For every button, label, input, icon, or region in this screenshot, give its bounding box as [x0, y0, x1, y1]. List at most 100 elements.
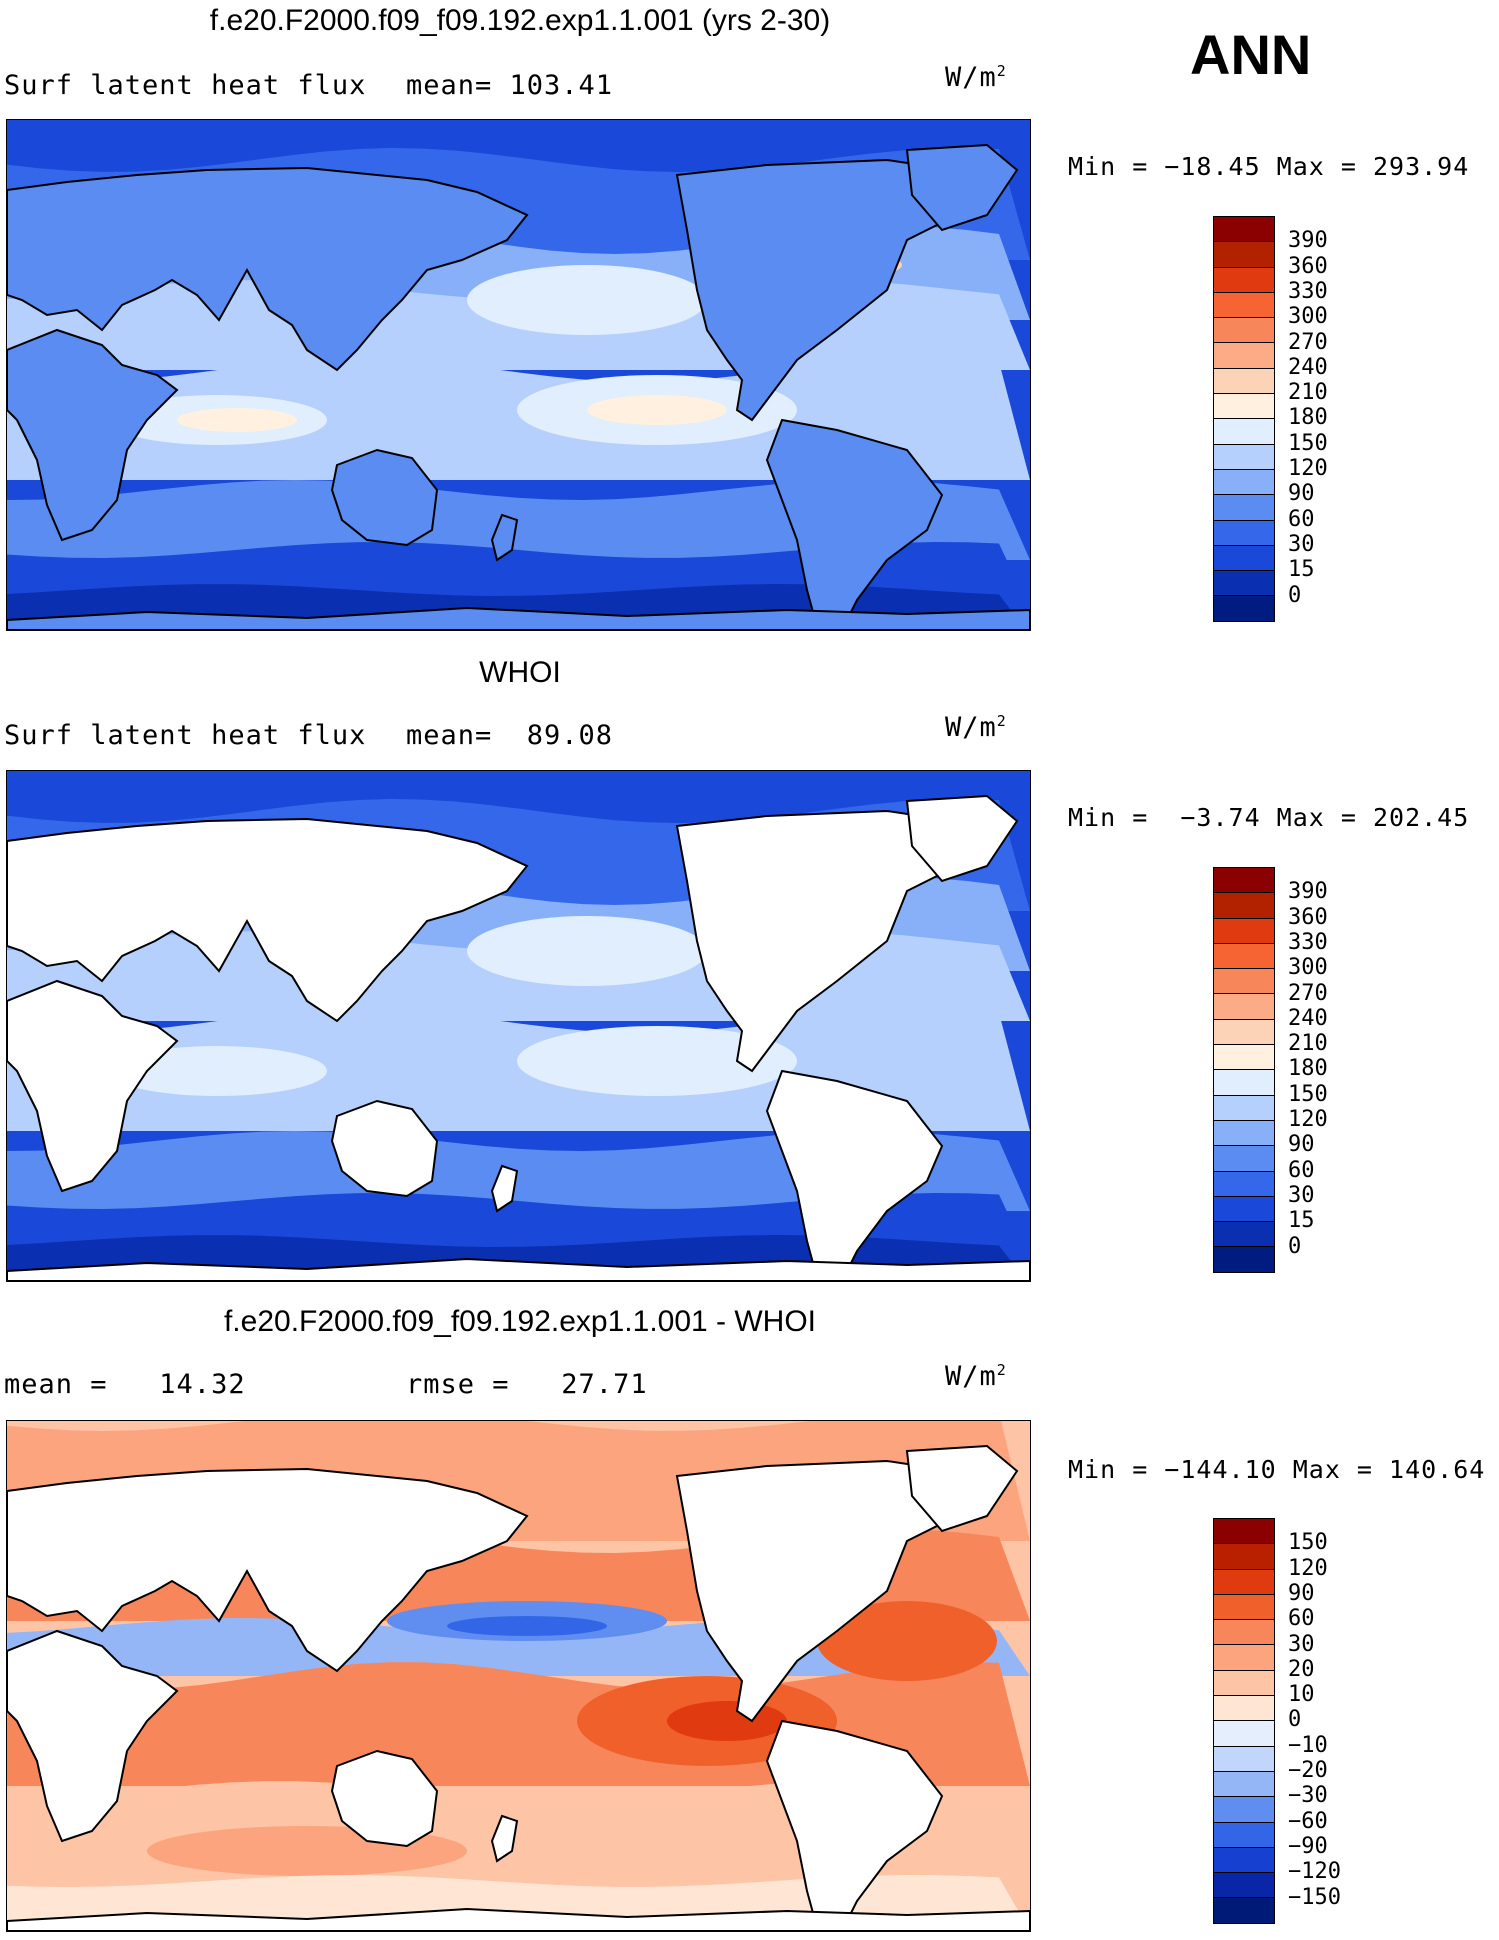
colorbar-tick-label: 300	[1288, 955, 1328, 981]
panel-3-diff-mean: mean = 14.32	[4, 1369, 246, 1400]
panel-1-mean: mean= 103.41	[406, 70, 614, 101]
coastline-australia	[330, 1099, 439, 1198]
coastline-greenland	[905, 1444, 1019, 1533]
colorbar-tick-label: 300	[1288, 304, 1328, 330]
panel-2-minmax: Min = −3.74 Max = 202.45	[1068, 803, 1470, 832]
colorbar-swatch	[1214, 1146, 1274, 1172]
colorbar-tick-label: 330	[1288, 929, 1328, 955]
colorbar-swatch	[1214, 444, 1274, 470]
colorbar-swatch	[1214, 1019, 1274, 1046]
colorbar-tick-label: 30	[1288, 1631, 1315, 1657]
colorbar-tick-label: 210	[1288, 380, 1328, 406]
colorbar-swatch	[1214, 969, 1274, 995]
colorbar-tick-label: 120	[1288, 1107, 1328, 1132]
colorbar-swatch	[1214, 1120, 1274, 1147]
colorbar-tick-label: 120	[1288, 456, 1328, 481]
colorbar-swatch	[1214, 1247, 1274, 1272]
contour-region	[667, 1701, 787, 1741]
colorbar-swatch	[1214, 1696, 1274, 1722]
colorbar-tick-label: 15	[1288, 1208, 1315, 1234]
contour-region	[447, 1616, 607, 1636]
colorbar-tick-label: −60	[1288, 1808, 1328, 1834]
panel-3-title: f.e20.F2000.f09_f09.192.exp1.1.001 - WHO…	[223, 1305, 817, 1338]
panel-2-variable: Surf latent heat flux	[4, 720, 367, 751]
colorbar-swatch	[1214, 1544, 1274, 1570]
colorbar-swatch	[1214, 1771, 1274, 1798]
colorbar-swatch	[1214, 1620, 1274, 1646]
colorbar-swatch	[1214, 1847, 1274, 1874]
contour-band	[7, 1131, 1030, 1211]
coastline-nzealand	[490, 513, 519, 562]
colorbar-tick-label: 150	[1288, 1081, 1328, 1107]
colorbar-swatch	[1214, 469, 1274, 496]
colorbar-tick-label: 90	[1288, 481, 1315, 507]
colorbar-swatch	[1214, 596, 1274, 621]
colorbar-tick-label: −90	[1288, 1833, 1328, 1859]
colorbar-swatch	[1214, 1569, 1274, 1595]
colorbar-tick-label: −120	[1288, 1859, 1341, 1885]
panel-3-rmse: rmse = 27.71	[406, 1369, 648, 1400]
coastline-africa	[7, 979, 179, 1193]
colorbar-swatch	[1214, 1519, 1274, 1545]
colorbar-swatch	[1214, 1594, 1274, 1621]
contour-region	[177, 408, 297, 432]
panel-3-colorbar	[1213, 1518, 1275, 1924]
colorbar-swatch	[1214, 1070, 1274, 1096]
contour-region	[517, 1026, 797, 1096]
colorbar-swatch	[1214, 368, 1274, 395]
colorbar-tick-label: 15	[1288, 557, 1315, 583]
colorbar-tick-label: −150	[1288, 1884, 1341, 1910]
contour-region	[467, 916, 707, 986]
coastline-greenland	[905, 794, 1019, 883]
colorbar-swatch	[1214, 1645, 1274, 1671]
colorbar-tick-label: 0	[1288, 1233, 1302, 1259]
colorbar-tick-label: 0	[1288, 1707, 1302, 1733]
coastline-antarctica	[7, 1907, 1030, 1931]
coastline-eurasia	[7, 817, 529, 1023]
coastline-nzealand	[490, 1164, 519, 1213]
colorbar-tick-label: 150	[1288, 1530, 1328, 1556]
colorbar-swatch	[1214, 918, 1274, 944]
colorbar-tick-label: 30	[1288, 1182, 1315, 1208]
panel-1-title: f.e20.F2000.f09_f09.192.exp1.1.001 (yrs …	[209, 4, 831, 37]
colorbar-tick-label: −10	[1288, 1732, 1328, 1758]
colorbar-tick-label: 60	[1288, 1606, 1315, 1632]
colorbar-swatch	[1214, 1797, 1274, 1823]
colorbar-tick-label: 120	[1288, 1555, 1328, 1581]
colorbar-tick-label: 60	[1288, 1157, 1315, 1183]
colorbar-tick-label: 330	[1288, 278, 1328, 304]
colorbar-swatch	[1214, 1746, 1274, 1772]
coastline-africa	[7, 1629, 179, 1843]
colorbar-swatch	[1214, 419, 1274, 445]
panel-1-colorbar	[1213, 216, 1275, 622]
colorbar-tick-label: 390	[1288, 879, 1328, 905]
contour-region	[107, 1046, 327, 1096]
colorbar-swatch	[1214, 994, 1274, 1020]
colorbar-tick-label: 360	[1288, 253, 1328, 279]
colorbar-swatch	[1214, 242, 1274, 268]
panel-3-units: W/m2	[945, 1361, 1007, 1392]
colorbar-swatch	[1214, 495, 1274, 521]
coastline-australia	[330, 1749, 439, 1848]
colorbar-swatch	[1214, 1171, 1274, 1197]
panel-3-map	[6, 1420, 1031, 1932]
coastline-africa	[7, 328, 179, 542]
panel-3-minmax: Min = −144.10 Max = 140.64	[1068, 1455, 1486, 1484]
coastline-nzealand	[490, 1814, 519, 1863]
colorbar-swatch	[1214, 217, 1274, 243]
panel-2-colorbar	[1213, 867, 1275, 1273]
colorbar-swatch	[1214, 1222, 1274, 1248]
panel-2-title: WHOI	[479, 656, 561, 689]
colorbar-swatch	[1214, 893, 1274, 919]
colorbar-tick-label: −30	[1288, 1783, 1328, 1809]
season-label: ANN	[1190, 23, 1312, 86]
coastline-eurasia	[7, 166, 529, 372]
contour-band	[7, 480, 1030, 560]
colorbar-tick-label: 180	[1288, 405, 1328, 431]
contour-region	[817, 1601, 997, 1681]
panel-2-map	[6, 770, 1031, 1282]
colorbar-tick-label: 210	[1288, 1031, 1328, 1057]
colorbar-swatch	[1214, 1822, 1274, 1848]
colorbar-tick-label: 30	[1288, 531, 1315, 557]
colorbar-tick-label: 240	[1288, 1005, 1328, 1031]
